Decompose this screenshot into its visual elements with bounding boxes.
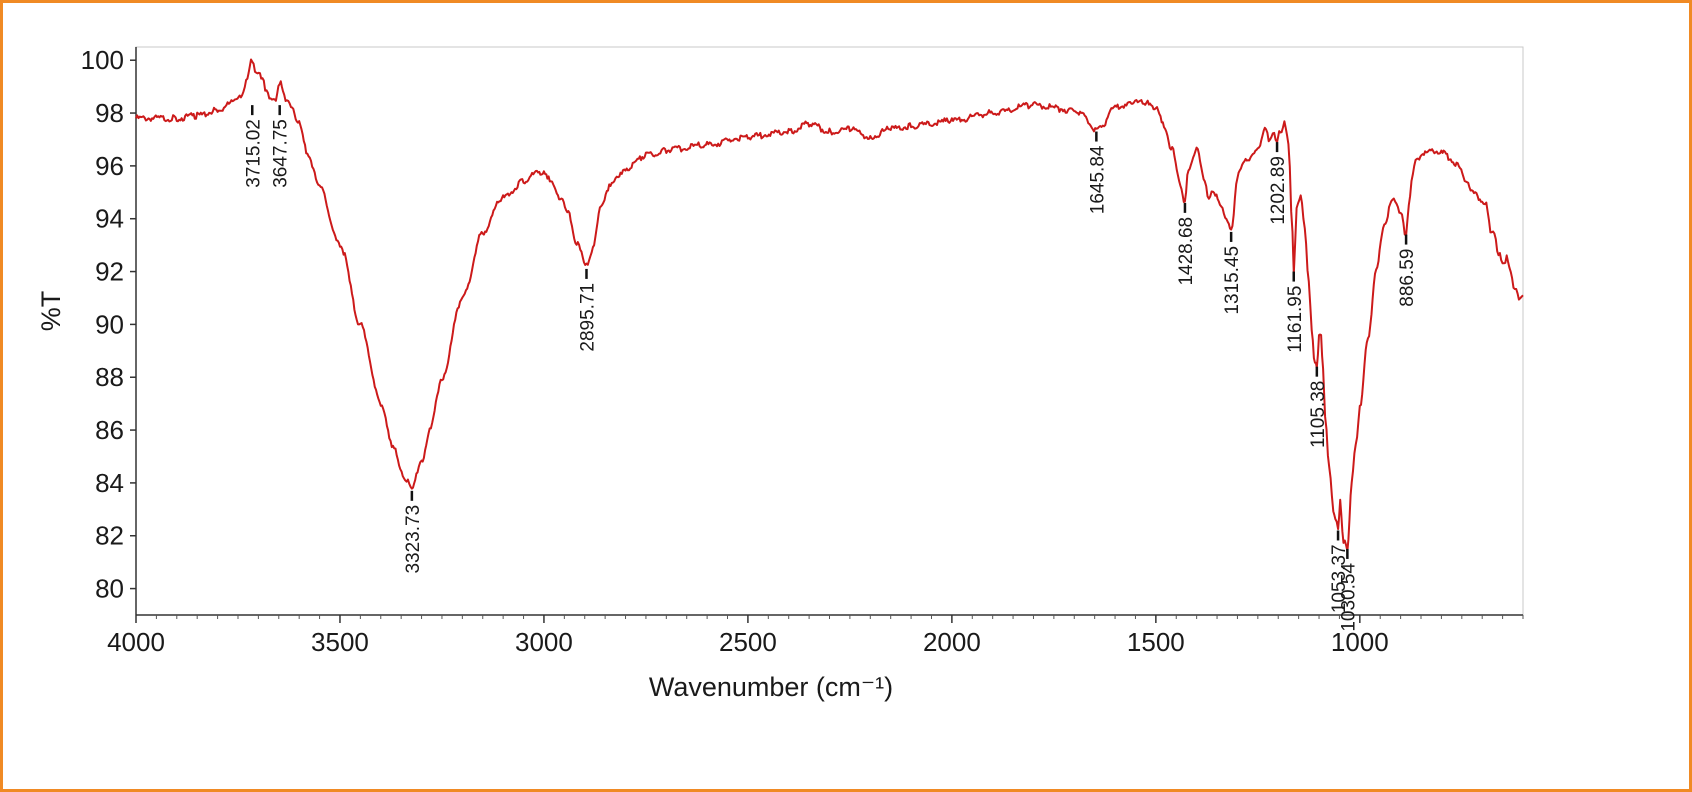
y-tick-label: 96	[95, 151, 124, 181]
y-tick-label: 98	[95, 98, 124, 128]
x-tick-label: 4000	[107, 627, 165, 657]
x-axis-title: Wavenumber (cm⁻¹)	[649, 672, 893, 702]
plot-area	[135, 46, 1524, 616]
peak-label: 2895.71	[577, 283, 598, 352]
x-tick-label: 3000	[515, 627, 573, 657]
peak-annotations: 3715.02 3647.75 3323.73 2895.71 1645.84 1428.…	[243, 105, 1418, 632]
peak-label: 1645.84	[1087, 145, 1108, 214]
y-tick-label: 88	[95, 362, 124, 392]
y-axis-title: %T	[36, 291, 66, 332]
x-tick-label: 2500	[719, 627, 777, 657]
peak-label: 3647.75	[271, 119, 292, 188]
peak-label: 1053.37	[1329, 544, 1350, 613]
y-tick-label: 86	[95, 415, 124, 445]
x-tick-label: 1500	[1127, 627, 1185, 657]
y-tick-label: 84	[95, 468, 124, 498]
ftir-spectrum-chart: 80 82 84 86 88 90 92 94 96 98 100 4000 3500 3000 2500…	[36, 45, 1524, 702]
x-minor-ticks	[155, 615, 1524, 619]
y-tick-label: 80	[95, 574, 124, 604]
x-tick-label: 3500	[311, 627, 369, 657]
peak-label: 3323.73	[403, 505, 424, 574]
x-ticks: 4000 3500 3000 2500 2000 1500 1000	[107, 615, 1389, 657]
peak-label: 1428.68	[1176, 217, 1197, 286]
y-tick-label: 94	[95, 204, 124, 234]
y-ticks: 80 82 84 86 88 90 92 94 96 98 100	[81, 45, 136, 604]
spectrum-line	[135, 58, 1524, 552]
peak-label: 1105.38	[1308, 381, 1329, 448]
x-tick-label: 1000	[1331, 627, 1389, 657]
peak-label: 3715.02	[243, 119, 264, 188]
y-tick-label: 82	[95, 521, 124, 551]
peak-label: 1030.54	[1338, 563, 1359, 632]
y-tick-label: 90	[95, 309, 124, 339]
peak-label: 886.59	[1397, 249, 1418, 307]
peak-label: 1161.95	[1285, 286, 1306, 353]
peak-label: 1315.45	[1222, 246, 1243, 315]
y-tick-label: 100	[81, 45, 124, 75]
y-tick-label: 92	[95, 257, 124, 287]
peak-label: 1202.89	[1268, 156, 1289, 225]
x-tick-label: 2000	[923, 627, 981, 657]
